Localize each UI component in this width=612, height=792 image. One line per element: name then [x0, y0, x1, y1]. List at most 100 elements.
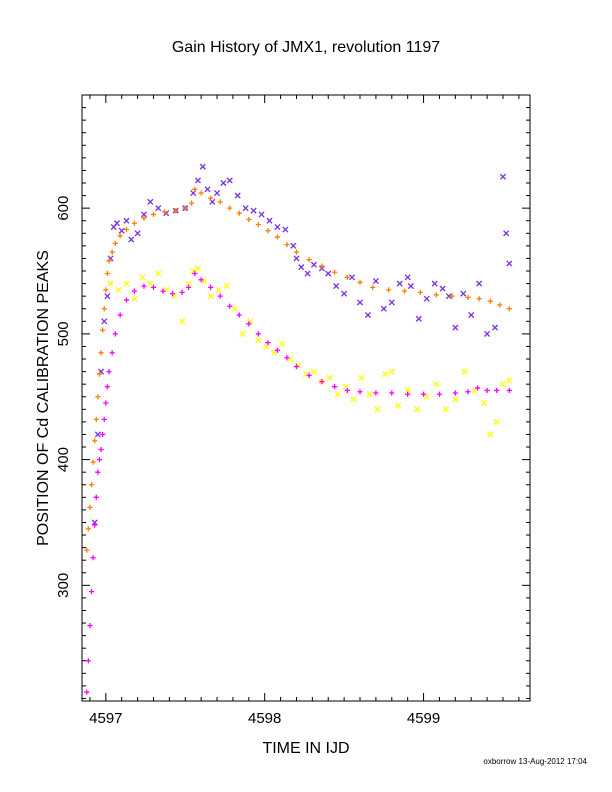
data-point — [415, 315, 422, 322]
data-point — [431, 280, 438, 287]
data-point — [104, 384, 111, 390]
data-point — [109, 350, 115, 356]
data-point — [93, 416, 99, 422]
data-point — [433, 381, 440, 388]
data-point — [223, 283, 230, 290]
series-1 — [84, 186, 512, 553]
data-point — [395, 402, 402, 409]
data-point — [389, 390, 395, 396]
data-point — [123, 280, 130, 287]
data-point — [452, 396, 459, 403]
data-point — [499, 173, 507, 180]
data-point — [471, 387, 478, 394]
axis-ticks: 4597 4598 4599 300 400 500 600 — [55, 94, 530, 727]
data-point — [306, 257, 312, 263]
data-point — [88, 482, 95, 488]
data-point — [103, 287, 109, 293]
data-point — [227, 205, 233, 211]
data-point — [100, 431, 106, 438]
data-point — [182, 205, 188, 211]
data-point — [282, 226, 289, 233]
data-point — [304, 270, 311, 277]
data-point — [331, 269, 338, 275]
data-point — [113, 220, 121, 227]
data-point — [104, 293, 111, 300]
data-point — [128, 236, 135, 243]
data-point — [94, 431, 101, 438]
data-point — [255, 221, 261, 228]
data-point — [284, 242, 290, 248]
data-point — [250, 207, 257, 214]
data-point — [169, 291, 176, 297]
chart-title: Gain History of JMX1, revolution 1197 — [172, 39, 440, 56]
data-point — [207, 293, 214, 300]
data-point — [112, 240, 118, 246]
plot-frame — [81, 94, 531, 702]
data-point — [96, 457, 103, 463]
data-point — [150, 211, 157, 218]
series-2 — [107, 265, 513, 438]
data-point — [474, 385, 481, 391]
data-point — [468, 311, 475, 319]
data-point — [92, 522, 98, 528]
data-point — [194, 177, 202, 184]
y-axis-label: POSITION OF Cd CALIBRATION PEAKS — [35, 250, 52, 546]
data-point — [442, 406, 449, 413]
data-point — [436, 391, 443, 397]
data-point — [115, 286, 122, 293]
data-point — [147, 198, 154, 205]
data-point — [310, 261, 318, 268]
data-point — [85, 526, 91, 532]
data-point — [189, 200, 195, 206]
data-point — [84, 689, 90, 695]
data-point — [220, 179, 227, 187]
data-point — [109, 249, 115, 255]
data-point — [155, 205, 162, 212]
x-tick-label: 4598 — [248, 710, 281, 727]
data-point — [476, 280, 483, 287]
data-point — [112, 331, 118, 337]
data-point — [139, 274, 146, 281]
data-point — [101, 416, 107, 422]
data-point — [290, 242, 297, 249]
data-point — [155, 270, 162, 277]
data-point — [293, 249, 300, 255]
data-point — [104, 270, 111, 277]
y-tick-label: 400 — [55, 447, 72, 472]
data-point — [123, 297, 130, 303]
data-point — [92, 438, 98, 444]
data-point — [90, 555, 96, 561]
data-point — [150, 284, 157, 290]
y-tick-label: 500 — [55, 321, 72, 346]
data-point — [213, 190, 221, 197]
data-point — [198, 277, 204, 283]
data-point — [445, 293, 453, 300]
data-point — [388, 368, 395, 375]
data-point — [306, 372, 312, 378]
data-point — [274, 347, 281, 353]
data-point — [258, 211, 265, 218]
data-point — [284, 355, 290, 361]
plot-marks — [84, 163, 513, 695]
data-point — [476, 296, 482, 302]
data-point — [84, 547, 90, 553]
data-point — [131, 288, 138, 294]
data-point — [100, 327, 106, 333]
data-point — [179, 318, 186, 325]
data-point — [374, 406, 381, 413]
data-point — [356, 299, 364, 306]
data-point — [208, 195, 214, 201]
data-point — [96, 371, 103, 377]
data-point — [266, 217, 273, 224]
data-point — [246, 321, 252, 327]
data-point — [370, 284, 376, 290]
data-point — [101, 318, 108, 325]
data-point — [465, 294, 471, 301]
data-point — [380, 305, 387, 312]
data-point — [484, 330, 491, 337]
data-point — [465, 389, 471, 395]
data-point — [480, 399, 487, 407]
data-point — [452, 324, 459, 331]
data-point — [192, 186, 198, 192]
data-point — [487, 298, 493, 304]
